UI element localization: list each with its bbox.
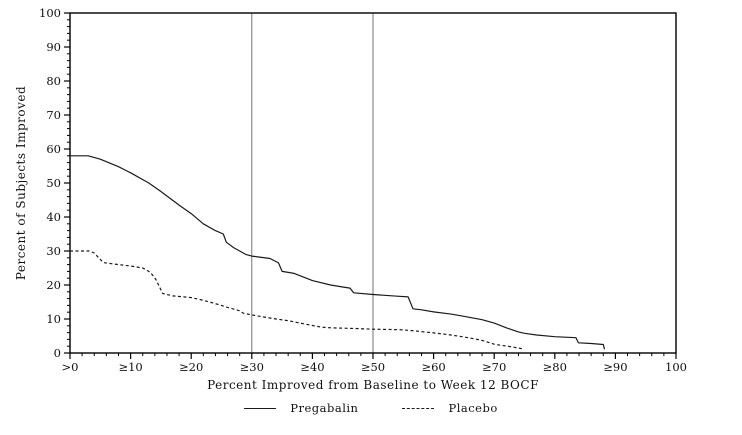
y-tick-label: 70 — [46, 108, 61, 122]
x-tick-label: ≥10 — [118, 360, 142, 374]
pregabalin-line — [70, 155, 606, 350]
x-axis-title: Percent Improved from Baseline to Week 1… — [207, 378, 539, 392]
y-tick-label: 10 — [46, 312, 61, 326]
y-tick-label: 80 — [46, 74, 61, 88]
legend: Pregabalin Placebo — [0, 401, 742, 415]
y-tick-label: 0 — [54, 346, 61, 360]
y-axis-title: Percent of Subjects Improved — [14, 85, 28, 281]
x-tick-label: >0 — [62, 360, 79, 374]
x-tick-label: ≥50 — [361, 360, 385, 374]
pregabalin-line-sample — [244, 407, 277, 409]
x-tick-label: ≥60 — [421, 360, 445, 374]
legend-label-placebo: Placebo — [448, 401, 498, 415]
x-tick-label: ≥70 — [482, 360, 506, 374]
x-tick-label: ≥80 — [543, 360, 567, 374]
y-tick-label: 40 — [46, 210, 61, 224]
x-tick-label: 100 — [665, 360, 687, 374]
x-tick-label: ≥20 — [179, 360, 203, 374]
y-tick-label: 20 — [46, 278, 61, 292]
placebo-line-sample — [402, 407, 435, 409]
legend-label-pregabalin: Pregabalin — [290, 401, 359, 415]
y-tick-label: 100 — [39, 6, 61, 20]
x-tick-label: ≥30 — [240, 360, 264, 374]
y-tick-label: 30 — [46, 244, 61, 258]
y-tick-label: 60 — [46, 142, 61, 156]
placebo-line — [70, 250, 524, 350]
y-tick-label: 90 — [46, 40, 61, 54]
x-tick-label: ≥40 — [300, 360, 324, 374]
x-tick-label: ≥90 — [603, 360, 627, 374]
y-tick-label: 50 — [46, 176, 61, 190]
